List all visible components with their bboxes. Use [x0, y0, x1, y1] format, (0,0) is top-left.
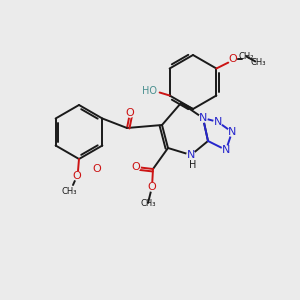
Text: N: N	[222, 145, 230, 155]
Circle shape	[148, 183, 156, 191]
Text: CH₃: CH₃	[250, 58, 266, 67]
Text: O: O	[228, 53, 237, 64]
Text: O: O	[93, 164, 101, 174]
Circle shape	[187, 151, 195, 159]
Text: N: N	[187, 150, 195, 160]
Circle shape	[73, 172, 81, 180]
Text: O: O	[148, 182, 156, 192]
Text: N: N	[228, 127, 236, 137]
Circle shape	[214, 118, 222, 126]
Text: O: O	[73, 171, 81, 181]
Circle shape	[146, 87, 153, 94]
Text: CH₃: CH₃	[61, 187, 77, 196]
Text: H: H	[189, 160, 197, 170]
Circle shape	[132, 163, 140, 171]
Text: N: N	[214, 117, 222, 127]
Text: N: N	[199, 113, 207, 123]
Text: CH₂: CH₂	[238, 52, 254, 61]
Text: HO: HO	[142, 85, 157, 95]
Text: CH₃: CH₃	[140, 199, 156, 208]
Circle shape	[228, 54, 236, 63]
Text: O: O	[126, 108, 134, 118]
Circle shape	[228, 128, 236, 136]
Text: O: O	[132, 162, 140, 172]
Circle shape	[222, 146, 230, 154]
Circle shape	[199, 114, 207, 122]
Circle shape	[126, 109, 134, 117]
